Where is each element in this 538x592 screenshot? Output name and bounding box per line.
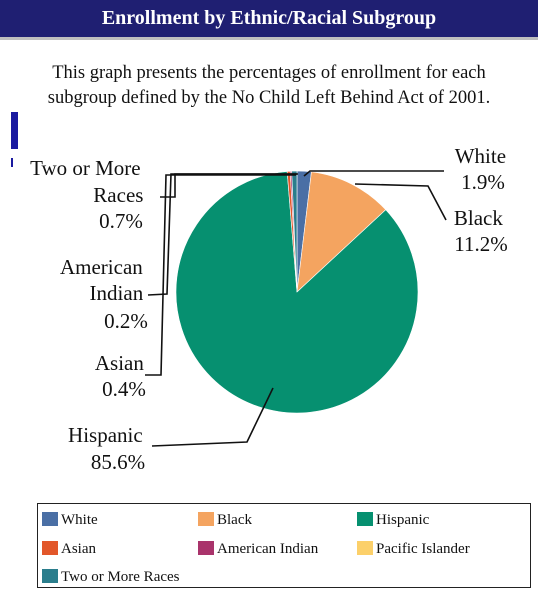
- label-hispanic-name: Hispanic: [68, 423, 143, 447]
- pie-chart: White 1.9% Black 11.2% Two or More Races…: [30, 144, 512, 474]
- legend-swatch-black: [198, 512, 214, 526]
- legend-label-hispanic: Hispanic: [376, 512, 430, 528]
- label-black-value: 11.2%: [454, 232, 507, 256]
- legend-label-pacific-islander: Pacific Islander: [376, 541, 470, 557]
- label-two-or-more-races: Two or More Races 0.7%: [30, 156, 149, 233]
- label-white-value: 1.9%: [461, 170, 505, 194]
- label-asian-name: Asian: [95, 351, 144, 375]
- description-line-1: This graph presents the percentages of e…: [52, 63, 486, 83]
- page-title: Enrollment by Ethnic/Racial Subgroup: [101, 7, 437, 29]
- legend: White Black Hispanic Asian American Indi…: [37, 503, 531, 588]
- legend-item-asian: Asian: [42, 539, 96, 559]
- legend-item-pacific-islander: Pacific Islander: [357, 539, 470, 559]
- accent-bar: [11, 112, 18, 149]
- legend-swatch-pacific-islander: [357, 541, 373, 555]
- label-american-indian-line-1: American: [60, 255, 143, 279]
- label-asian-value: 0.4%: [102, 377, 146, 401]
- label-two-or-more-line-1: Two or More: [30, 156, 141, 180]
- legend-label-asian: Asian: [61, 541, 96, 557]
- legend-label-american-indian: American Indian: [217, 541, 319, 557]
- pie-slice-two-or-more-races: [291, 170, 298, 293]
- label-two-or-more-value: 0.7%: [99, 209, 143, 233]
- label-asian: Asian 0.4%: [95, 351, 149, 401]
- legend-swatch-white: [42, 512, 58, 526]
- legend-swatch-american-indian: [198, 541, 214, 555]
- accent-tick: [11, 158, 13, 167]
- title-bar: Enrollment by Ethnic/Racial Subgroup: [0, 0, 538, 40]
- legend-item-hispanic: Hispanic: [357, 510, 429, 530]
- legend-label-white: White: [61, 512, 98, 528]
- label-hispanic-value: 85.6%: [91, 450, 145, 474]
- leader-line-black: [354, 183, 447, 221]
- pie-slice-black: [296, 171, 387, 293]
- label-black: Black 11.2%: [454, 206, 508, 256]
- label-hispanic: Hispanic 85.6%: [68, 423, 148, 474]
- label-american-indian-value: 0.2%: [104, 309, 148, 333]
- legend-swatch-hispanic: [357, 512, 373, 526]
- description-line-2: subgroup defined by the No Child Left Be…: [47, 88, 491, 108]
- legend-item-two-or-more-races: Two or More Races: [42, 567, 180, 587]
- legend-label-black: Black: [217, 512, 252, 528]
- leader-lines: [145, 170, 447, 447]
- legend-item-white: White: [42, 510, 98, 530]
- label-american-indian: American Indian 0.2%: [60, 255, 148, 333]
- legend-item-black: Black: [198, 510, 252, 530]
- leader-line-white: [303, 170, 444, 177]
- leader-line-asian: [145, 174, 296, 376]
- label-white-name: White: [455, 144, 506, 168]
- legend-label-two-or-more-races: Two or More Races: [61, 569, 180, 585]
- label-two-or-more-line-2: Races: [93, 183, 143, 207]
- pie-slices: [175, 170, 419, 414]
- label-american-indian-line-2: Indian: [90, 281, 144, 305]
- leader-line-hispanic: [151, 387, 274, 447]
- legend-swatch-asian: [42, 541, 58, 555]
- label-black-name: Black: [454, 206, 503, 230]
- legend-item-american-indian: American Indian: [198, 539, 318, 559]
- leader-line-american-indian: [147, 173, 297, 296]
- legend-swatch-two-or-more-races: [42, 569, 58, 583]
- label-white: White 1.9%: [455, 144, 512, 194]
- pie-slice-hispanic: [175, 171, 419, 414]
